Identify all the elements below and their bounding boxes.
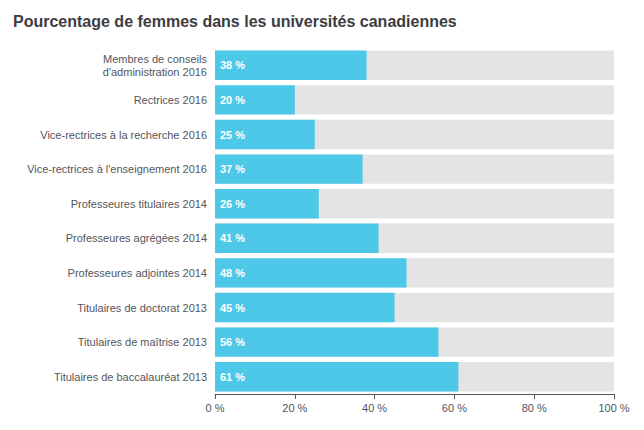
svg-text:20 %: 20 % — [282, 402, 307, 414]
svg-text:38 %: 38 % — [220, 59, 245, 71]
svg-text:Pourcentage de femmes dans les: Pourcentage de femmes dans les universit… — [13, 13, 457, 30]
svg-text:56 %: 56 % — [220, 336, 245, 348]
svg-text:d'administration 2016: d'administration 2016 — [103, 66, 207, 78]
svg-text:Rectrices 2016: Rectrices 2016 — [134, 94, 207, 106]
svg-text:Vice-rectrices à l'enseignemen: Vice-rectrices à l'enseignement 2016 — [27, 163, 207, 175]
svg-text:40 %: 40 % — [362, 402, 387, 414]
svg-text:25 %: 25 % — [220, 129, 245, 141]
svg-text:37 %: 37 % — [220, 163, 245, 175]
svg-text:80 %: 80 % — [522, 402, 547, 414]
svg-text:0 %: 0 % — [206, 402, 225, 414]
svg-text:45 %: 45 % — [220, 302, 245, 314]
svg-text:20 %: 20 % — [220, 94, 245, 106]
svg-text:41 %: 41 % — [220, 232, 245, 244]
svg-text:100 %: 100 % — [598, 402, 629, 414]
svg-text:Professeures titulaires 2014: Professeures titulaires 2014 — [71, 198, 207, 210]
svg-text:Titulaires de maîtrise 2013: Titulaires de maîtrise 2013 — [78, 336, 207, 348]
svg-text:Vice-rectrices à la recherche: Vice-rectrices à la recherche 2016 — [40, 129, 207, 141]
svg-text:26 %: 26 % — [220, 198, 245, 210]
svg-text:Professeures agrégées 2014: Professeures agrégées 2014 — [66, 232, 207, 244]
svg-text:Membres de conseils: Membres de conseils — [103, 53, 207, 65]
svg-text:48 %: 48 % — [220, 267, 245, 279]
svg-text:61 %: 61 % — [220, 371, 245, 383]
svg-text:Professeures adjointes 2014: Professeures adjointes 2014 — [68, 267, 207, 279]
svg-text:Titulaires de doctorat 2013: Titulaires de doctorat 2013 — [77, 302, 207, 314]
svg-text:60 %: 60 % — [442, 402, 467, 414]
svg-text:Titulaires de baccalauréat 201: Titulaires de baccalauréat 2013 — [54, 371, 207, 383]
